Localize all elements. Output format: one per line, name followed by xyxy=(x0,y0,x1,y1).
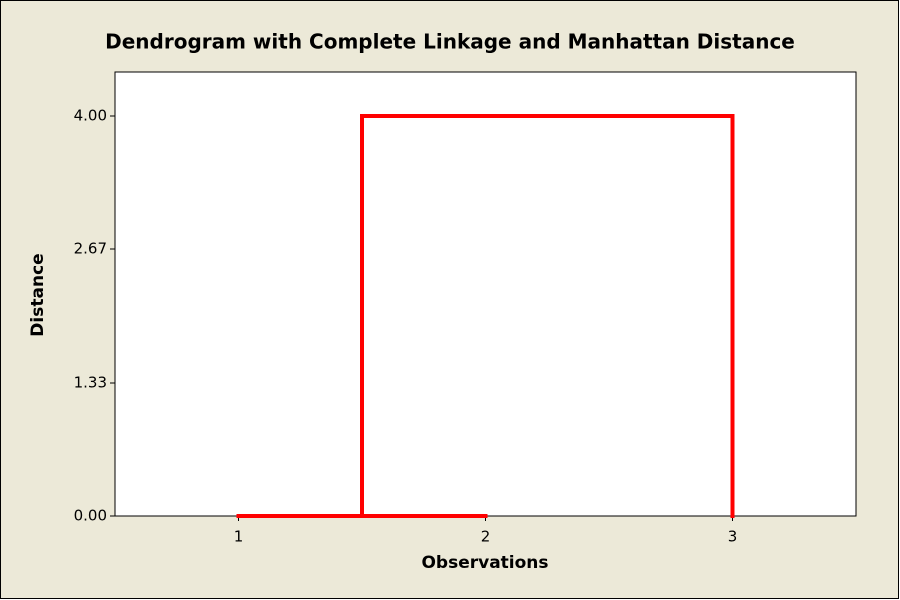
x-tick-label: 2 xyxy=(481,528,491,546)
y-tick-label: 2.67 xyxy=(74,240,107,258)
x-tick-label: 1 xyxy=(234,528,244,546)
y-tick-label: 0.00 xyxy=(74,507,107,525)
y-axis-label: Distance xyxy=(28,253,48,336)
x-tick-label: 3 xyxy=(728,528,738,546)
x-axis-label: Observations xyxy=(421,553,548,573)
chart-title: Dendrogram with Complete Linkage and Man… xyxy=(105,30,795,54)
y-tick-label: 4.00 xyxy=(74,107,107,125)
y-tick-label: 1.33 xyxy=(74,374,107,392)
plot-area xyxy=(114,71,857,517)
